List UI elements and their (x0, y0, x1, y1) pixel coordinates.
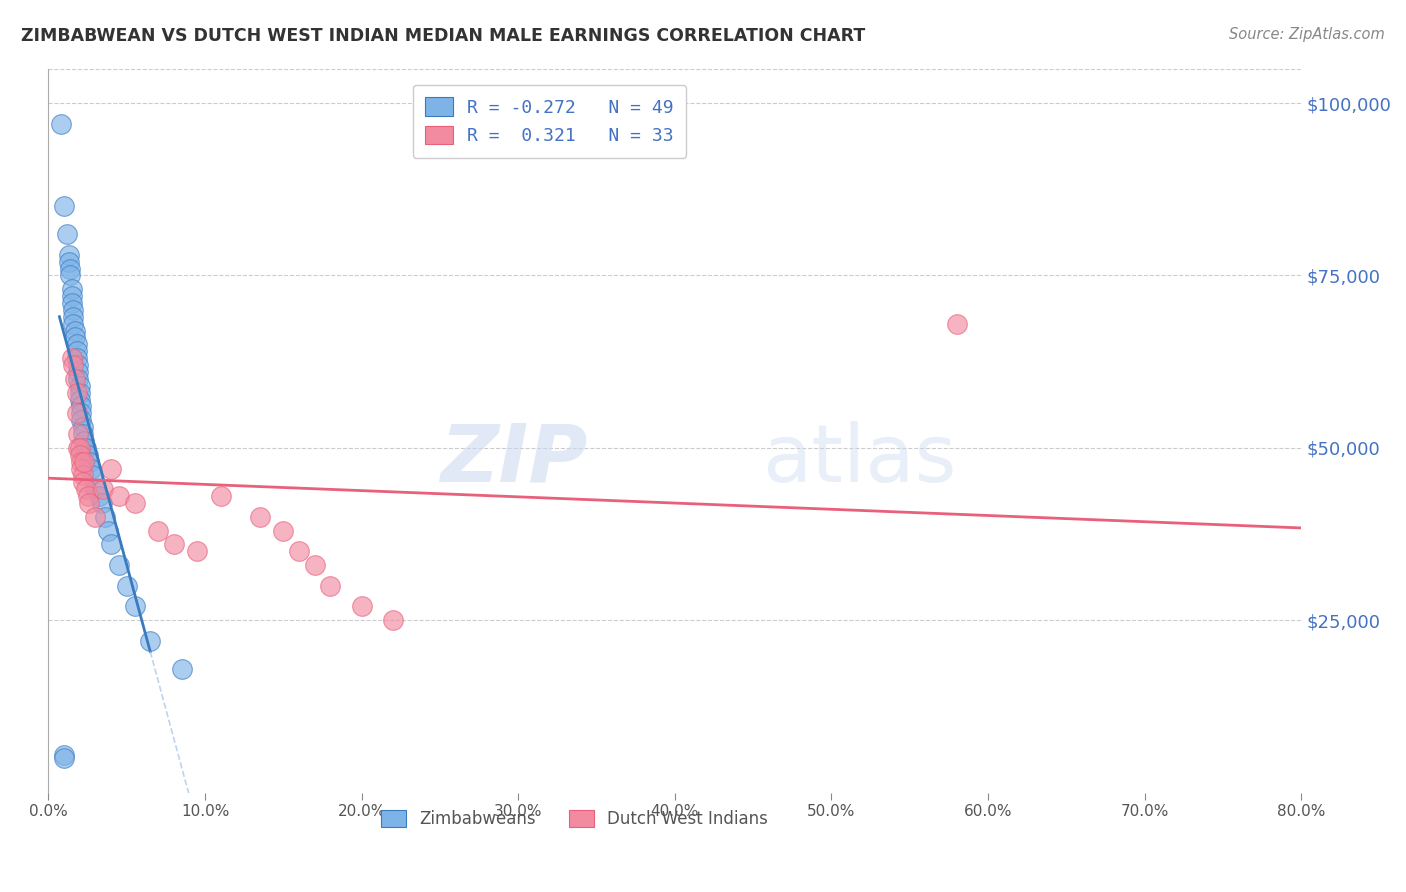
Point (186, 544, 208, 558)
Point (100, 537, 122, 551)
Point (56, 227, 79, 241)
Point (76, 448, 98, 462)
Point (304, 558, 326, 572)
Point (62, 302, 84, 317)
Point (53, 199, 76, 213)
Point (80, 461, 103, 475)
Point (77, 455, 100, 469)
Point (381, 613, 404, 627)
Point (53, 747, 76, 762)
Point (59, 261, 82, 276)
Text: atlas: atlas (762, 420, 957, 499)
Point (97, 524, 120, 538)
Point (60, 351, 83, 366)
Point (67, 427, 90, 442)
Point (70, 413, 93, 427)
Point (63, 372, 86, 386)
Point (65, 385, 87, 400)
Point (76, 489, 98, 503)
Point (77, 496, 100, 510)
Text: ZIMBABWEAN VS DUTCH WEST INDIAN MEDIAN MALE EARNINGS CORRELATION CHART: ZIMBABWEAN VS DUTCH WEST INDIAN MEDIAN M… (21, 27, 865, 45)
Point (49, 117, 72, 131)
Text: Source: ZipAtlas.com: Source: ZipAtlas.com (1229, 27, 1385, 42)
Point (73, 434, 96, 448)
Point (60, 282, 83, 296)
Point (87, 489, 110, 503)
Point (67, 441, 90, 455)
Point (84, 509, 107, 524)
Point (60, 289, 83, 303)
Point (72, 468, 94, 483)
Point (94, 509, 117, 524)
Point (146, 524, 169, 538)
Point (90, 496, 112, 510)
Point (139, 634, 162, 648)
Point (273, 524, 295, 538)
Point (65, 406, 87, 420)
Point (69, 378, 91, 392)
Point (124, 599, 146, 614)
Point (124, 496, 146, 510)
Point (58, 254, 80, 268)
Point (73, 441, 96, 455)
Text: ZIP: ZIP (440, 420, 588, 499)
Point (60, 296, 83, 310)
Point (91, 482, 114, 496)
Point (115, 579, 138, 593)
Point (84, 482, 107, 496)
Point (82, 468, 104, 483)
Point (65, 344, 87, 359)
Point (69, 441, 91, 455)
Point (67, 372, 90, 386)
Point (69, 392, 91, 407)
Point (72, 427, 94, 442)
Point (108, 489, 131, 503)
Legend: Zimbabweans, Dutch West Indians: Zimbabweans, Dutch West Indians (374, 804, 775, 835)
Point (70, 400, 93, 414)
Point (73, 455, 96, 469)
Point (170, 661, 193, 675)
Point (69, 385, 91, 400)
Point (62, 317, 84, 331)
Point (350, 599, 373, 614)
Point (75, 482, 97, 496)
Point (72, 420, 94, 434)
Point (70, 461, 93, 475)
Point (75, 441, 97, 455)
Point (70, 406, 93, 420)
Point (288, 544, 311, 558)
Point (67, 358, 90, 372)
Point (163, 537, 186, 551)
Point (62, 310, 84, 324)
Point (100, 461, 122, 475)
Point (63, 324, 86, 338)
Point (319, 579, 342, 593)
Point (58, 248, 80, 262)
Point (65, 337, 87, 351)
Point (59, 268, 82, 283)
Point (67, 365, 90, 379)
Point (108, 558, 131, 572)
Point (53, 751, 76, 765)
Point (70, 455, 93, 469)
Point (945, 317, 967, 331)
Point (209, 489, 232, 503)
Point (63, 330, 86, 344)
Point (62, 358, 84, 372)
Point (249, 509, 271, 524)
Point (72, 475, 94, 490)
Point (65, 351, 87, 366)
Point (69, 448, 91, 462)
